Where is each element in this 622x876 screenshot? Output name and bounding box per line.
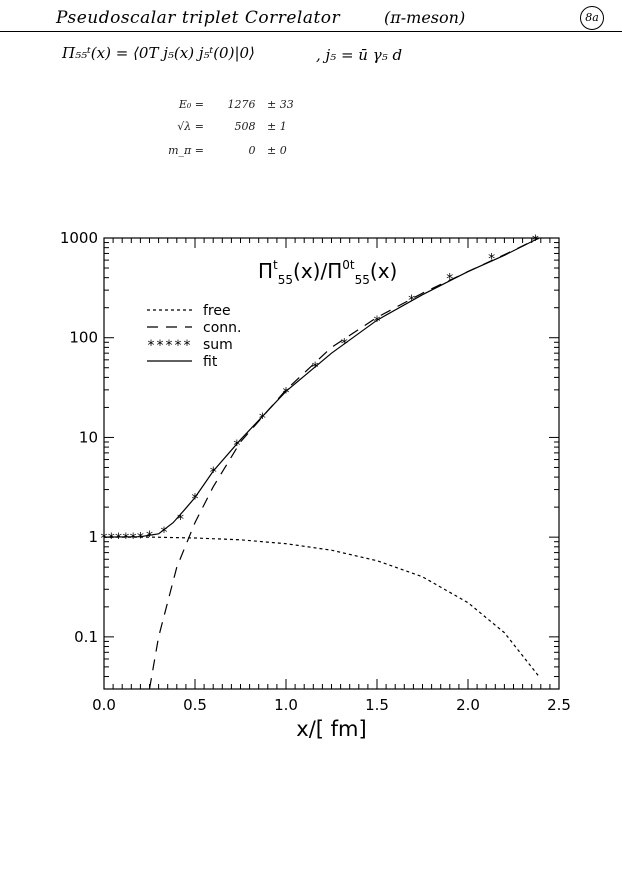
- param-value: 1276: [227, 98, 256, 111]
- param-error: ± 0: [267, 144, 287, 157]
- data-point-sum: *: [122, 531, 129, 547]
- legend-label: conn.: [203, 320, 241, 336]
- series-fit-line: [103, 237, 540, 538]
- data-point-sum: *: [108, 531, 115, 547]
- data-point-sum: *: [374, 314, 381, 330]
- param-row-e0: E₀ = 1276 ± 33: [166, 98, 307, 111]
- y-tick-label: 1000: [60, 229, 98, 247]
- data-point-sum: *: [446, 272, 453, 288]
- legend-marker-sum: *: [148, 338, 155, 354]
- legend-label: free: [203, 303, 231, 319]
- data-point-sum: *: [115, 531, 122, 547]
- param-row-lambda: √λ = 508 ± 1: [166, 120, 307, 133]
- legend-marker-sum: *: [175, 338, 182, 354]
- correlator-formula: Π₅₅ᵗ(x) = ⟨0T j₅(x) j₅ᵗ(0)|0⟩: [62, 44, 255, 62]
- header-rule: [0, 31, 622, 32]
- x-axis-label: x/[ fm]: [296, 717, 366, 741]
- param-value: 0: [248, 144, 256, 157]
- current-definition: , j₅ = ū γ₅ d: [316, 46, 403, 64]
- y-tick-label: 1: [88, 528, 98, 546]
- data-point-sum: *: [137, 530, 144, 546]
- data-point-sum: *: [161, 525, 168, 541]
- data-point-sum: *: [259, 411, 266, 427]
- data-point-sum: *: [192, 491, 199, 507]
- data-point-sum: *: [210, 465, 217, 481]
- page-title: Pseudoscalar triplet Correlator: [56, 8, 341, 28]
- data-point-sum: *: [177, 512, 184, 528]
- x-tick-label: 0.0: [92, 696, 116, 714]
- data-point-sum: *: [532, 233, 539, 249]
- series-free-line: [104, 536, 540, 677]
- param-name: m_π =: [168, 144, 204, 157]
- data-point-sum: *: [233, 438, 240, 454]
- param-error: ± 1: [267, 120, 287, 133]
- legend-label: fit: [203, 354, 218, 370]
- y-tick-label: 10: [79, 428, 98, 446]
- legend-marker-sum: *: [184, 338, 191, 354]
- param-name: E₀ =: [178, 98, 204, 111]
- legend-label: sum: [203, 337, 233, 353]
- data-point-sum: *: [312, 360, 319, 376]
- x-tick-label: 1.0: [274, 696, 298, 714]
- data-point-sum: *: [488, 251, 495, 267]
- param-error: ± 33: [267, 98, 294, 111]
- x-tick-label: 0.5: [183, 696, 207, 714]
- param-name: √λ =: [177, 120, 204, 133]
- y-tick-label: 100: [69, 329, 98, 347]
- data-point-sum: *: [130, 531, 137, 547]
- legend-marker-sum: *: [157, 338, 164, 354]
- param-value: 508: [234, 120, 256, 133]
- x-tick-label: 1.5: [365, 696, 389, 714]
- meson-label: (π-meson): [384, 8, 466, 27]
- chart-title: Πt55(x)/Π0t55(x): [258, 258, 397, 287]
- x-tick-label: 2.5: [547, 696, 571, 714]
- y-tick-label: 0.1: [74, 628, 98, 646]
- page-badge: 8a: [580, 6, 604, 30]
- data-point-sum: *: [283, 385, 290, 401]
- data-point-sum: *: [101, 531, 108, 547]
- param-row-mpi: m_π = 0 ± 0: [166, 144, 307, 157]
- data-point-sum: *: [146, 529, 153, 545]
- x-tick-label: 2.0: [456, 696, 480, 714]
- legend-marker-sum: *: [166, 338, 173, 354]
